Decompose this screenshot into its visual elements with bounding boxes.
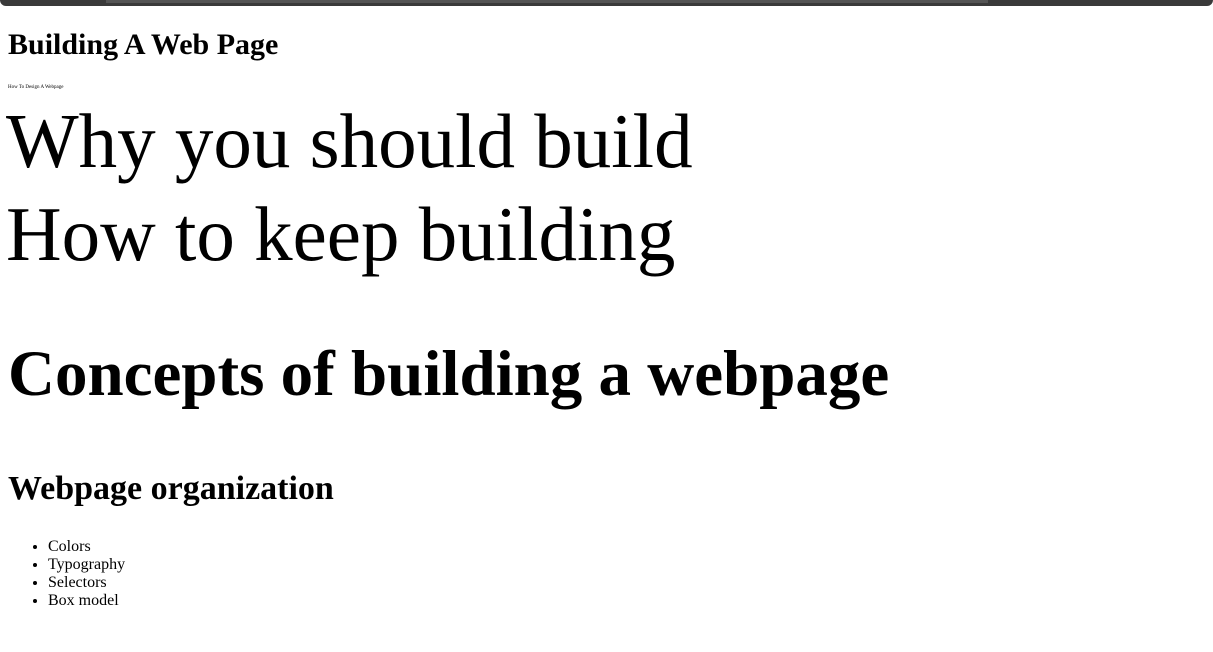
organization-heading: Webpage organization <box>8 470 334 507</box>
list-item-box-model: Box model <box>48 592 125 610</box>
web-page-content: Building A Web Page How To Design A Webp… <box>0 6 1213 652</box>
hero-heading-why: Why you should build <box>6 98 693 184</box>
hero-heading-how: How to keep building <box>6 191 676 277</box>
list-item-selectors: Selectors <box>48 574 125 592</box>
topic-list: Colors Typography Selectors Box model <box>8 538 125 610</box>
page-tagline: How To Design A Webpage <box>8 85 64 90</box>
list-item-colors: Colors <box>48 538 125 556</box>
concepts-heading: Concepts of building a webpage <box>8 338 890 410</box>
browser-tab-strip <box>106 0 988 3</box>
list-item-typography: Typography <box>48 556 125 574</box>
browser-top-bar <box>0 0 1213 6</box>
page-title: Building A Web Page <box>8 28 279 61</box>
